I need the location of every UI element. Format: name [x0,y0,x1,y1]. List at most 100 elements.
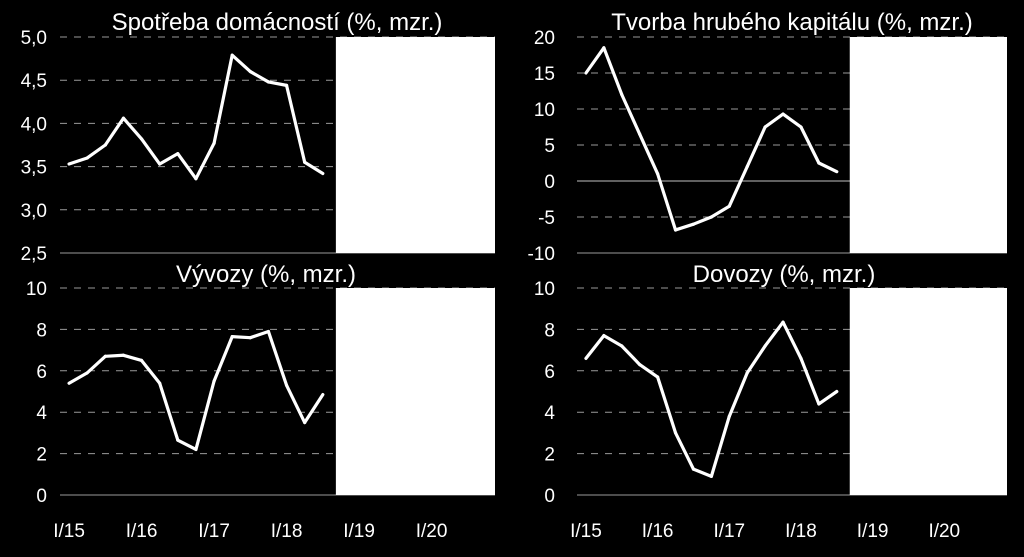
y-tick-label: 10 [26,279,47,300]
series-line-segment [139,358,162,385]
series-line-segment [745,125,767,169]
chart-panel-1: Spotřeba domácností (%, mzr.) 2,5 3,0 3,5 4,… [21,9,495,265]
series-line-segment [709,204,731,219]
series-line-segment [230,335,252,340]
y-tick-label: 15 [534,64,555,85]
y-tick-label: -5 [538,208,555,229]
series-line-segment [691,215,713,226]
y-tick-label: 10 [534,279,555,300]
x-tick-label: I/18 [785,521,817,542]
y-tick-label: 5 [544,136,555,157]
y-tick-label: -10 [528,244,555,265]
series-line-segment [817,389,839,406]
y-tick-label: 5,0 [21,28,47,49]
y-tick-label: 4,5 [21,71,47,92]
series-line-segment [303,160,325,176]
series-line-segment [121,353,144,363]
chart-title: Dovozy (%, mzr.) [693,261,876,288]
x-tick-label: I/15 [53,521,85,542]
x-tick-label: I/20 [416,521,448,542]
series-line-segment [781,112,803,129]
series-line-segment [673,222,696,232]
series-group [67,329,325,452]
forecast-area [849,288,1007,495]
series-line-segment [763,112,785,129]
series-line-segment [745,344,767,375]
y-tick-label: 0 [36,486,47,507]
series-line-segment [284,383,307,425]
y-tick-label: 0 [544,172,555,193]
y-tick-label: 2 [544,445,555,466]
series-line-segment [763,320,785,348]
series-line-segment [67,156,89,166]
series-line-segment [656,172,678,232]
series-line-segment [139,137,162,166]
series-line-segment [212,335,234,383]
y-tick-label: 10 [534,100,555,121]
series-line-segment [176,152,198,181]
series-line-segment [85,143,107,160]
y-tick-label: 0 [544,486,555,507]
series-line-segment [602,334,624,348]
series-group [584,320,839,478]
chart-title: Spotřeba domácností (%, mzr.) [112,9,443,36]
series-line-segment [799,125,821,165]
y-tick-label: 8 [544,320,555,341]
series-line-segment [103,353,126,358]
y-tick-label: 20 [534,28,555,49]
series-line-segment [817,161,839,174]
series-line-segment [638,362,660,379]
y-tick-label: 6 [544,362,555,383]
forecast-area [849,37,1007,253]
series-line-segment [158,381,180,442]
series-line-segment [248,329,271,340]
series-line-segment [284,83,307,164]
chart-title: Tvorba hrubého kapitálu (%, mzr.) [611,9,973,36]
y-tick-label: 6 [36,362,47,383]
series-line-segment [638,132,660,176]
y-tick-label: 2,5 [21,244,47,265]
series-line-segment [266,329,289,387]
series-line-segment [194,379,216,452]
series-line-segment [799,356,821,406]
x-tick-label: I/19 [857,521,889,542]
series-line-segment [602,46,624,97]
series-line-segment [67,371,89,385]
series-line-segment [176,438,198,452]
x-tick-label: I/16 [126,521,158,542]
series-line-segment [709,414,731,478]
series-line-segment [620,92,642,136]
series-line-segment [727,371,749,418]
series-line-segment [727,165,749,208]
y-tick-label: 3,0 [21,201,47,222]
series-line-segment [584,334,606,360]
x-tick-label: I/15 [570,521,602,542]
series-line-segment [266,80,289,87]
series-line-segment [230,53,252,74]
x-tick-label: I/19 [343,521,375,542]
series-line-segment [656,375,678,435]
y-tick-label: 4,0 [21,114,47,135]
series-line-segment [212,53,234,145]
series-line-segment [103,116,126,147]
series-line-segment [691,467,713,478]
series-line-segment [248,69,271,84]
series-line-segment [620,344,642,367]
y-tick-label: 8 [36,320,47,341]
chart-panel-4: Dovozy (%, mzr.) 0 2 4 6 8 10 I/15 I/16 I/17 I/18 I… [534,261,1007,542]
series-line-segment [121,116,144,141]
series-group [584,46,839,232]
chart-panel-2: Tvorba hrubého kapitálu (%, mzr.) -10 -5 0 5… [528,9,1007,265]
y-tick-label: 4 [544,403,555,424]
x-tick-label: I/20 [928,521,960,542]
series-line-segment [781,320,803,360]
series-line-segment [158,152,180,166]
series-line-segment [85,354,107,375]
series-line-segment [584,46,606,75]
chart-panel-3: Vývozy (%, mzr.) 0 2 4 6 8 10 I/15 I/16 I/17 I/18 I… [26,261,495,542]
forecast-area [335,37,495,253]
y-tick-label: 2 [36,445,47,466]
y-tick-label: 4 [36,403,47,424]
chart-title: Vývozy (%, mzr.) [176,261,356,288]
